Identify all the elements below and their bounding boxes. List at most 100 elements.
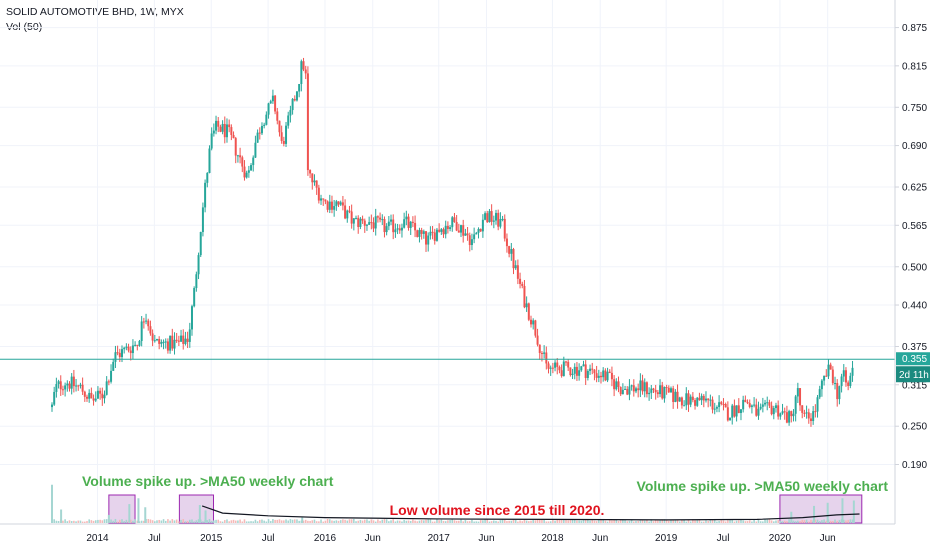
candle-body: [81, 384, 84, 392]
candle-body: [602, 370, 605, 378]
candle-body: [488, 211, 491, 223]
candle-body: [239, 155, 242, 158]
candle-body: [814, 411, 817, 413]
candle-body: [788, 411, 791, 423]
volume-bar: [567, 520, 569, 523]
volume-bar: [57, 521, 60, 523]
candle-body: [379, 217, 382, 220]
volume-bar: [361, 520, 364, 523]
volume-bar: [188, 519, 191, 523]
volume-bar: [208, 518, 211, 523]
candle-body: [790, 411, 793, 417]
candle-body: [470, 239, 473, 246]
candle-body: [532, 320, 535, 325]
volume-bar: [757, 519, 760, 523]
volume-bar: [560, 519, 563, 523]
candle-body: [140, 321, 143, 341]
volume-bar: [269, 521, 272, 523]
volume-bar: [573, 519, 576, 523]
volume-bar: [637, 520, 639, 523]
time-tick-label: 2019: [655, 533, 678, 544]
candle-body: [326, 201, 329, 210]
candle-body: [479, 228, 482, 232]
candle-body: [481, 219, 484, 232]
volume-bar: [77, 520, 80, 523]
time-tick-label: 2014: [86, 533, 109, 544]
candle-body: [103, 394, 106, 399]
candle-body: [311, 173, 314, 183]
candle-body: [516, 265, 519, 279]
candle-body: [755, 404, 758, 416]
candle-body: [803, 412, 806, 414]
volume-bar: [129, 519, 132, 523]
candle-body: [586, 370, 589, 378]
candle-body: [687, 393, 690, 405]
candle-body: [707, 398, 710, 401]
volume-bar: [274, 519, 276, 523]
volume-bar: [304, 519, 307, 523]
candle-body: [175, 339, 178, 341]
volume-bar: [762, 521, 764, 523]
volume-bar: [429, 519, 432, 523]
candle-body: [739, 409, 742, 413]
candle-body: [112, 361, 115, 371]
volume-bar: [68, 520, 71, 523]
candle-body: [455, 222, 458, 231]
candle-body: [123, 347, 126, 350]
candle-body: [466, 233, 469, 236]
volume-bar: [807, 521, 810, 523]
volume-bar: [580, 520, 583, 523]
candle-body: [324, 199, 327, 202]
volume-bar: [307, 520, 309, 523]
candle-body: [619, 387, 622, 395]
volume-bar: [464, 520, 467, 523]
volume-bar: [735, 520, 738, 523]
candle-body: [812, 411, 815, 422]
volume-ma50-line: [201, 505, 860, 521]
candle-body: [403, 219, 406, 228]
candle-body: [348, 210, 351, 212]
volume-bar: [672, 520, 674, 523]
time-tick-label: 2018: [541, 533, 564, 544]
volume-bar: [536, 519, 539, 523]
volume-bar: [147, 519, 150, 523]
volume-bar: [355, 521, 357, 523]
candle-body: [540, 352, 543, 354]
candle-body: [195, 274, 198, 289]
candle-body: [88, 392, 91, 399]
candle-body: [407, 216, 410, 228]
candle-body: [648, 392, 651, 395]
volume-bar: [337, 520, 340, 523]
candle-body: [659, 385, 662, 395]
candle-body: [746, 402, 749, 404]
candle-body: [215, 120, 218, 131]
candle-body: [160, 342, 163, 344]
candle-body: [66, 383, 69, 386]
candle-body: [737, 405, 740, 413]
volume-bar: [256, 521, 259, 523]
time-tick-label: Jun: [478, 533, 494, 544]
volume-bar: [140, 520, 143, 523]
price-tick-label: 0.440: [902, 301, 927, 312]
candle-body: [188, 329, 191, 342]
candle-body: [335, 201, 338, 207]
candle-body: [429, 231, 432, 236]
candle-body: [145, 320, 148, 322]
volume-bar: [700, 521, 703, 523]
volume-bar: [720, 520, 723, 523]
volume-bar: [814, 519, 817, 523]
candle-body: [232, 134, 235, 139]
candle-body: [558, 366, 561, 371]
candle-body: [628, 386, 631, 395]
candle-body: [667, 387, 670, 393]
current-price-value: 0.355: [902, 354, 927, 365]
volume-bar: [342, 519, 344, 523]
volume-bar: [563, 519, 565, 523]
candle-body: [464, 233, 467, 236]
time-tick-label: 2020: [769, 533, 792, 544]
volume-bar: [617, 520, 620, 523]
candle-body: [328, 201, 331, 210]
candle-body: [171, 335, 174, 349]
